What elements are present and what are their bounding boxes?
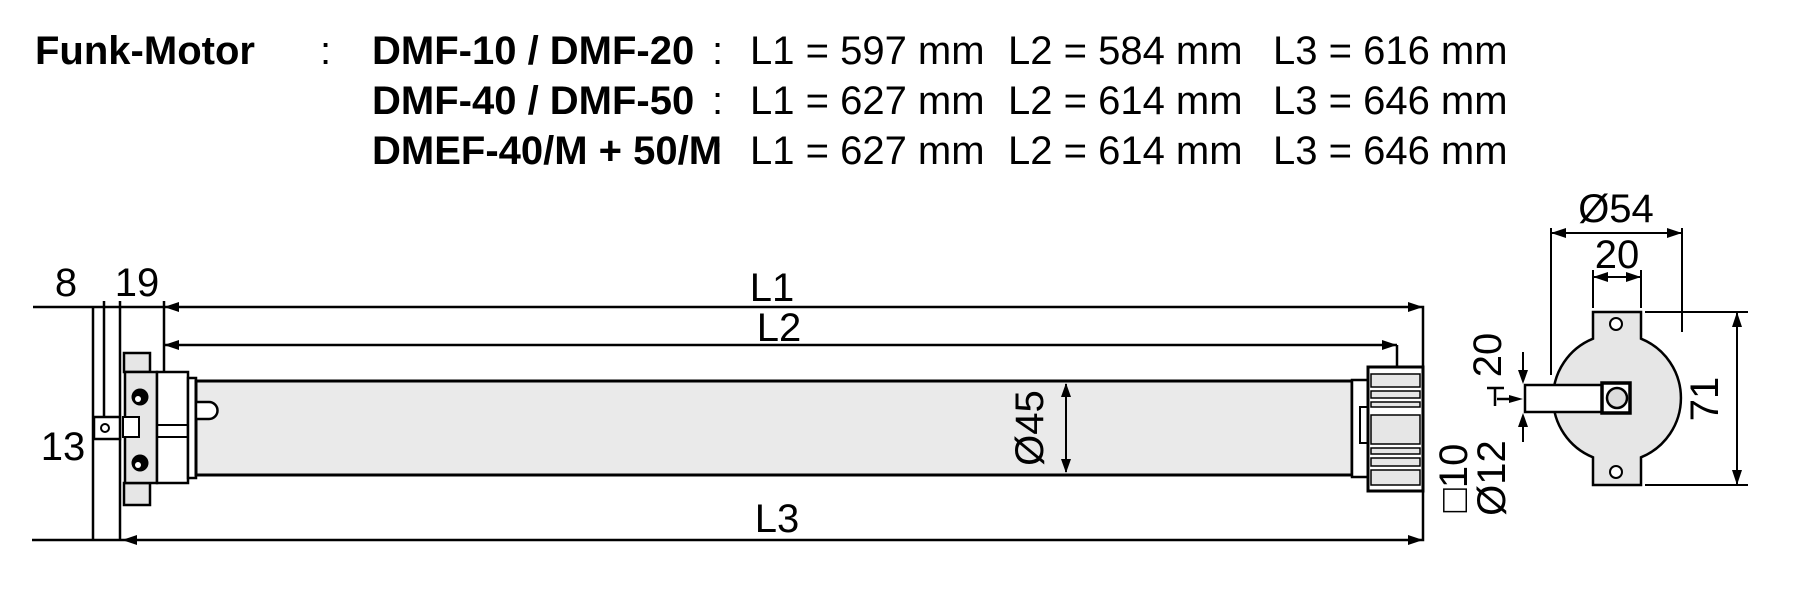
spec-l1-3: L1 = 627 mm: [750, 129, 985, 173]
spec-title: Funk-Motor: [35, 29, 255, 73]
dim-d45-label: Ø45: [1008, 390, 1052, 466]
head-body: [155, 370, 190, 485]
side-view-arrowheads: [1509, 228, 1742, 485]
dim-20-tab-label: 20: [1595, 233, 1640, 277]
spec-model-3: DMEF-40/M + 50/M: [372, 129, 723, 173]
front-view: [32, 301, 1425, 545]
dimension-labels: 8 19 13 L1 L2 L3 Ø45 Ø54 20 71 20 □10 Ø1…: [41, 187, 1727, 541]
head-plate-notch: [122, 416, 140, 438]
dim-l3-label: L3: [755, 497, 800, 541]
h71-ext-lines: [1645, 311, 1748, 486]
head-top-flange: [122, 351, 152, 374]
spec-l3-1: L3 = 616 mm: [1273, 29, 1508, 73]
spec-row-2: DMF-40 / DMF-50 : L1 = 627 mm L2 = 614 m…: [0, 78, 1800, 124]
dim-19-label: 19: [115, 261, 160, 305]
spec-row-3: DMEF-40/M + 50/M : L1 = 627 mm L2 = 614 …: [0, 128, 1800, 174]
side-view: [1487, 228, 1748, 487]
spec-model-1: DMF-10 / DMF-20: [372, 29, 695, 73]
spec-model-2: DMF-40 / DMF-50: [372, 79, 695, 123]
crown-ribs: [1370, 373, 1421, 486]
spec-l2-3: L2 = 614 mm: [1008, 129, 1243, 173]
depth-symbol: [1487, 386, 1510, 406]
dim-20-shaft-label: 20: [1466, 333, 1510, 378]
dim-8-label: 8: [55, 261, 77, 305]
spec-l2-2: L2 = 614 mm: [1008, 79, 1243, 123]
dim-13-label: 13: [41, 425, 86, 469]
front-view-arrowheads: [122, 302, 1423, 545]
head-screw-top-center: [135, 396, 141, 402]
spec-title-colon: :: [320, 29, 332, 73]
d54-ext-lines: [1550, 228, 1683, 375]
wall-tab-hole: [100, 423, 110, 433]
dim-71-label: 71: [1683, 377, 1727, 422]
spec-row-1: Funk-Motor : DMF-10 / DMF-20 : L1 = 597 …: [0, 28, 1800, 74]
spec-l3-3: L3 = 646 mm: [1273, 129, 1508, 173]
tube-clip-slot: [194, 400, 219, 421]
spec-sep-1: :: [712, 29, 724, 73]
end-plate-hole-bottom: [1609, 465, 1623, 479]
head-bottom-flange: [122, 481, 152, 507]
spec-l2-1: L2 = 584 mm: [1008, 29, 1243, 73]
dim-l2-label: L2: [757, 306, 802, 350]
head-body-lines: [157, 424, 188, 438]
dim-d12-label: Ø12: [1470, 440, 1514, 516]
dim-l1-label: L1: [750, 266, 795, 310]
d45-arrowheads: [1061, 383, 1071, 473]
spec-l1-1: L1 = 597 mm: [750, 29, 985, 73]
spec-l3-2: L3 = 646 mm: [1273, 79, 1508, 123]
drive-shaft: [1523, 383, 1605, 414]
spec-sep-3: :: [712, 129, 724, 173]
spec-l1-2: L1 = 627 mm: [750, 79, 985, 123]
head-screw-bottom-center: [135, 462, 141, 468]
spec-sep-2: :: [712, 79, 724, 123]
motor-tube: [194, 379, 1354, 477]
dim-sq10-label: □10: [1432, 444, 1476, 513]
dim-d54-label: Ø54: [1578, 187, 1654, 231]
drive-pin: [1605, 386, 1629, 410]
end-plate-hole-top: [1609, 317, 1623, 331]
